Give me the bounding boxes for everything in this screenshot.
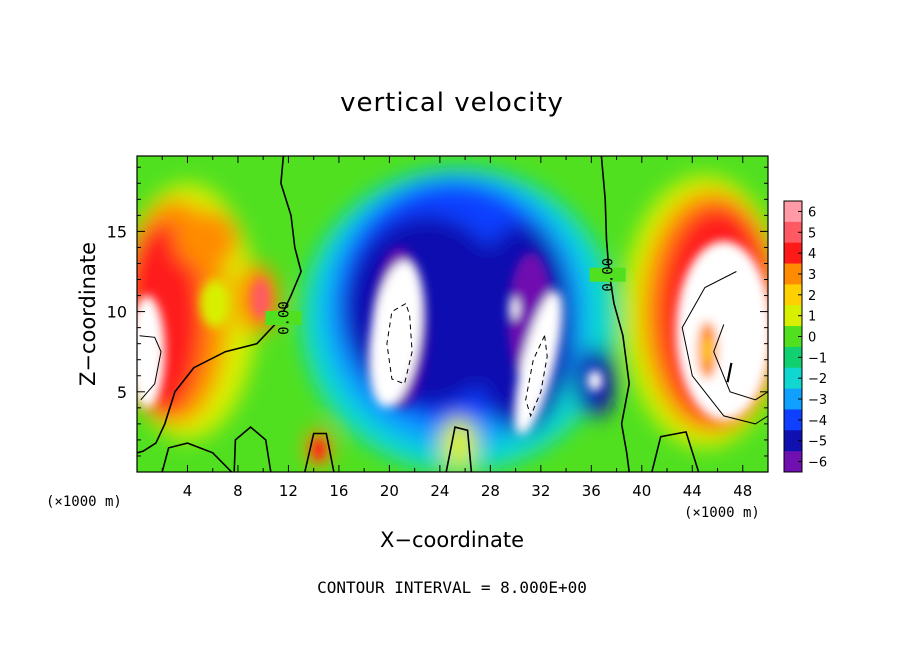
thin-contour-right-inner [713,324,768,401]
left-lobe-red [250,277,271,320]
colorbar-label: −5 [808,435,827,450]
colorbar-label: 5 [808,226,816,241]
zero-contour-right [600,156,631,472]
right-inner-yellow [703,337,712,363]
colorbar-swatch [784,221,802,244]
plot-frame [136,155,769,473]
colorbar-label: −2 [808,372,827,387]
x-tick-label: 12 [279,482,298,500]
x-unit-label-left: (×1000 m) [46,494,122,510]
contour-fragment [726,362,733,383]
zero-contour-bottom-3 [304,432,335,472]
zero-contour-bottom-5 [651,430,700,472]
colorbar-label: 1 [808,310,816,325]
x-tick-label: 16 [329,482,348,500]
x-tick-label: 40 [632,482,651,500]
zero-contour-bottom-2 [233,426,272,472]
colorbar-swatch [784,451,802,473]
colorbar-label: 6 [808,205,816,220]
colorbar: 6 5 4 3 2 1 0 −1 −2 −3 −4 −5 −6 [783,200,827,473]
x-tick-label: 4 [183,482,193,500]
contour-label: 0.00 [276,301,292,335]
center-white-core-left [368,260,423,408]
colorbar-label: −6 [808,456,827,471]
colorbar-swatch [784,367,802,390]
chart-title: vertical velocity [340,88,564,118]
colorbar-swatch [784,201,802,223]
x-tick-label: 24 [430,482,449,500]
left-white-core [137,295,165,408]
colorbar-label: −4 [808,414,827,429]
colorbar-swatch [784,388,802,410]
x-unit-label-right: (×1000 m) [684,505,760,521]
right-white-core [675,241,768,421]
contour-lines: 0.00 0.00 [137,156,768,472]
colorbar-swatch [784,284,802,306]
center-white-spot [509,297,519,320]
zero-contour-bottom-1 [161,442,233,472]
heatmap-field [137,156,768,472]
colorbar-label: −3 [808,393,827,408]
colorbar-swatch [784,263,802,285]
x-tick-label: 28 [481,482,500,500]
colorbar-swatch [784,305,802,327]
x-tick-label: 36 [582,482,601,500]
y-tick-label: 10 [107,303,127,322]
x-tick-label: 48 [733,482,752,500]
zero-contour-bottom-4 [445,426,473,472]
colorbar-label: 2 [808,289,816,304]
thin-contour-left [139,335,162,401]
dashed-contour-left [386,303,413,385]
y-tick-label: 15 [107,222,127,241]
colorbar-swatch [784,409,802,431]
contour-interval-note: CONTOUR INTERVAL = 8.000E+00 [317,578,587,597]
colorbar-swatch [784,242,802,265]
colorbar-swatch [784,326,802,348]
contour-label: 0.00 [601,258,617,292]
colorbar-label: 4 [808,247,816,262]
colorbar-label: −1 [808,351,827,366]
colorbar-swatch [784,430,802,452]
y-axis-label: Z−coordinate [76,242,100,386]
left-green-hole [200,279,231,328]
colorbar-label: 0 [808,331,816,346]
dashed-contour-right [525,335,548,418]
x-tick-label: 32 [531,482,550,500]
zero-contour-left [137,156,302,454]
colorbar-label: 3 [808,268,816,283]
x-tick-label: 8 [233,482,243,500]
right-small-white [587,370,603,391]
x-axis-label: X−coordinate [380,528,524,552]
contour-label-bg [589,267,626,282]
x-tick-label: 44 [683,482,702,500]
contour-label-bg [265,311,302,326]
colorbar-swatch [784,346,802,369]
x-tick-label: 20 [380,482,399,500]
thin-contour-right [681,271,768,425]
bottom-updraft-red [312,438,326,461]
y-tick-label: 5 [117,383,127,402]
left-upper-orange [174,210,238,269]
